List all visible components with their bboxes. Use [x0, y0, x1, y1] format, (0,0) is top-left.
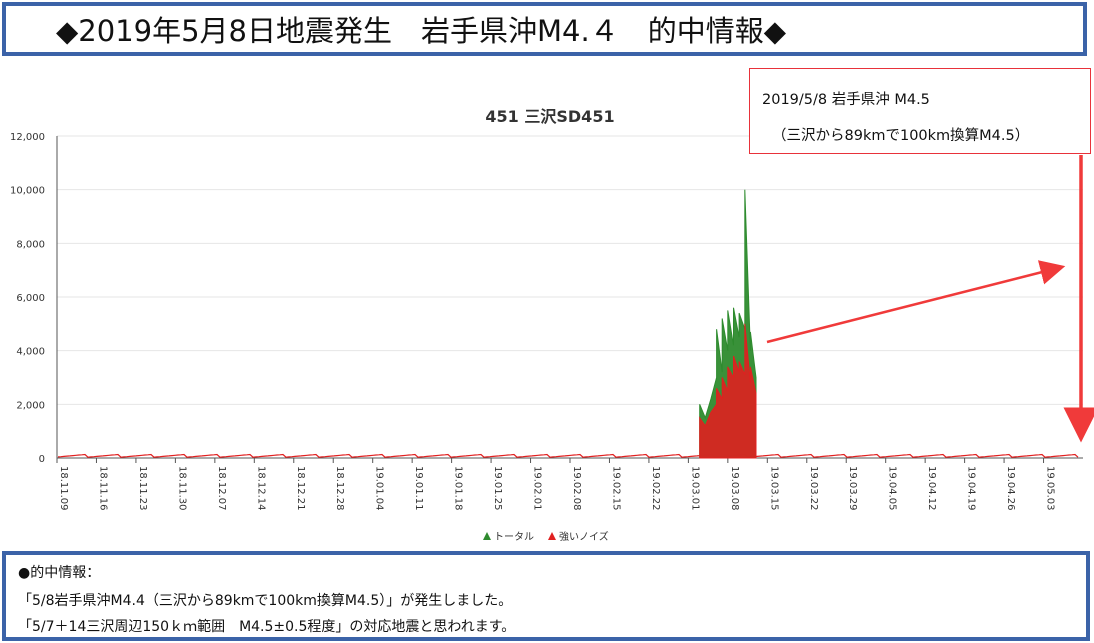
x-tick-label: 18.12.28	[334, 466, 345, 511]
y-tick-label: 2,000	[16, 400, 45, 411]
info-text-2: 「5/7＋14三沢周辺150ｋｍ範囲 M4.5±0.5程度」の対応地震と思われま…	[18, 619, 516, 635]
x-tick-label: 19.03.29	[847, 466, 858, 511]
annotation-line-2: （三沢から89kmで100km換算M4.5）	[772, 128, 1030, 144]
y-tick-label: 8,000	[16, 239, 45, 250]
x-tick-label: 19.04.12	[926, 466, 937, 511]
x-tick-label: 18.11.09	[58, 466, 69, 511]
x-tick-label: 19.04.26	[1005, 466, 1016, 511]
series-baseline-noise	[57, 453, 1079, 458]
y-tick-label: 4,000	[16, 347, 45, 358]
y-tick-label: 0	[39, 454, 45, 465]
x-tick-label: 18.12.21	[295, 466, 306, 511]
legend-marker	[548, 532, 556, 540]
page-title: ◆2019年5月8日地震発生 岩手県沖M4.４ 的中情報◆	[56, 14, 786, 48]
title-banner: ◆2019年5月8日地震発生 岩手県沖M4.４ 的中情報◆	[2, 2, 1087, 56]
legend-label: トータル	[494, 531, 534, 543]
x-tick-label: 19.05.03	[1045, 466, 1056, 511]
x-tick-label: 19.02.08	[571, 466, 582, 511]
x-tick-label: 18.11.23	[137, 466, 148, 511]
x-tick-label: 19.02.22	[650, 466, 661, 511]
x-tick-label: 19.02.01	[532, 466, 543, 511]
x-tick-label: 18.11.30	[176, 466, 187, 511]
info-panel: ●的中情報： 「5/8岩手県沖M4.4（三沢から89kmで100km換算M4.5…	[2, 551, 1090, 641]
annotation-line-1: 2019/5/8 岩手県沖 M4.5	[762, 92, 930, 108]
x-tick-label: 18.12.07	[216, 466, 227, 511]
x-tick-label: 19.03.01	[689, 466, 700, 511]
y-tick-label: 12,000	[10, 132, 45, 143]
x-tick-label: 19.01.04	[374, 466, 385, 511]
x-tick-label: 19.03.22	[808, 466, 819, 511]
info-heading: ●的中情報：	[18, 565, 101, 581]
chart-svg: 451 三沢SD451 0 2,000 4,000 6,000 8,000 10,000 12…	[10, 107, 1083, 543]
x-tick-label: 19.03.15	[768, 466, 779, 511]
chart-area: 451 三沢SD451 0 2,000 4,000 6,000 8,000 10,000 12…	[0, 60, 1094, 550]
annotation-box: 2019/5/8 岩手県沖 M4.5 （三沢から89kmで100km換算M4.5…	[749, 68, 1091, 154]
y-tick-label: 10,000	[10, 186, 45, 197]
x-tick-label: 19.03.08	[729, 466, 740, 511]
legend-marker	[483, 532, 491, 540]
series-area-noise	[699, 323, 757, 459]
x-tick-label: 19.01.25	[492, 466, 503, 511]
x-tick-label: 19.02.15	[610, 466, 621, 511]
info-text-1: 「5/8岩手県沖M4.4（三沢から89kmで100km換算M4.5）」が発生しま…	[18, 593, 513, 609]
x-tick-label: 18.11.16	[97, 466, 108, 511]
legend-label: 強いノイズ	[559, 530, 609, 543]
x-tick-label: 19.01.18	[453, 466, 464, 511]
chart-title: 451 三沢SD451	[485, 107, 614, 126]
y-tick-label: 6,000	[16, 293, 45, 304]
x-tick-label: 19.04.19	[966, 466, 977, 511]
x-tick-label: 19.04.05	[887, 466, 898, 511]
x-tick-label: 18.12.14	[255, 466, 266, 511]
x-tick-label: 19.01.11	[413, 466, 424, 511]
